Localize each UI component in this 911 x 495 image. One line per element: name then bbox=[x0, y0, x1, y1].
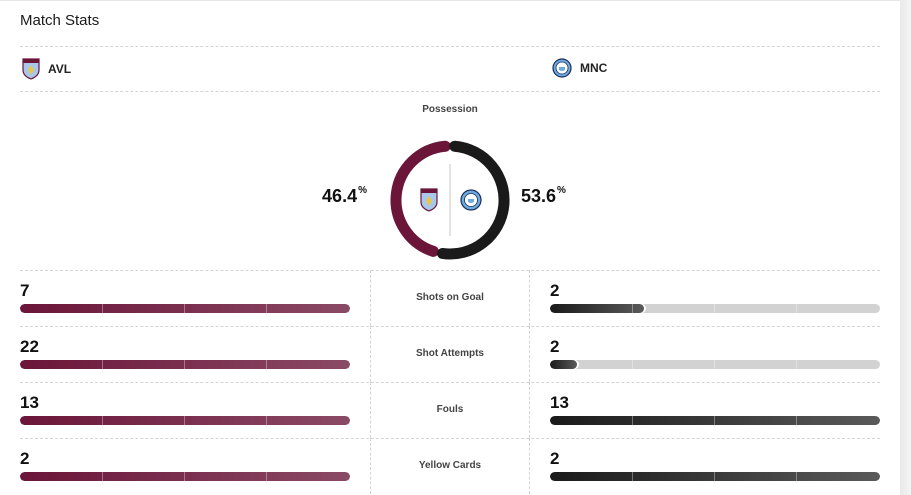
away-stat-value: 2 bbox=[550, 337, 560, 356]
home-possession-value: 46.4% bbox=[322, 185, 367, 206]
away-stat-bar bbox=[550, 472, 880, 481]
page-title: Match Stats bbox=[20, 12, 100, 29]
away-stat-bar bbox=[550, 304, 880, 313]
divider bbox=[20, 46, 880, 47]
stat-label-cell bbox=[370, 326, 530, 382]
away-possession-arc bbox=[437, 140, 510, 260]
bar-segment bbox=[266, 304, 267, 313]
away-stat-bar bbox=[550, 416, 880, 425]
bar-segment bbox=[796, 472, 797, 481]
home-stat-bar bbox=[20, 304, 350, 313]
row-divider bbox=[20, 326, 880, 327]
home-stat-bar-fill bbox=[20, 304, 350, 313]
home-possession-arc bbox=[390, 140, 451, 257]
bar-segment bbox=[102, 304, 103, 313]
bar-segment bbox=[266, 472, 267, 481]
avl-crest-icon bbox=[22, 58, 40, 80]
away-stat-value: 2 bbox=[550, 449, 560, 468]
page-edge bbox=[900, 0, 911, 495]
away-stat-bar-fill bbox=[550, 360, 578, 369]
bar-segment bbox=[102, 472, 103, 481]
possession-label: Possession bbox=[422, 104, 478, 115]
divider bbox=[20, 91, 880, 92]
home-stat-bar-fill bbox=[20, 416, 350, 425]
bar-segment bbox=[796, 304, 797, 313]
bar-segment bbox=[184, 360, 185, 369]
away-stat-value: 13 bbox=[550, 393, 569, 412]
bar-segment bbox=[632, 360, 633, 369]
stat-label: Fouls bbox=[436, 404, 464, 415]
bar-segment bbox=[714, 416, 715, 425]
home-stat-value: 2 bbox=[20, 449, 30, 468]
stat-label: Shots on Goal bbox=[416, 292, 484, 303]
mnc-crest-icon bbox=[460, 189, 482, 211]
home-stat-value: 7 bbox=[20, 281, 30, 300]
bar-segment bbox=[184, 416, 185, 425]
bar-segment bbox=[632, 472, 633, 481]
bar-segment bbox=[796, 416, 797, 425]
bar-segment bbox=[714, 304, 715, 313]
stat-label: Shot Attempts bbox=[416, 348, 484, 359]
home-stat-value: 13 bbox=[20, 393, 39, 412]
bar-segment bbox=[632, 304, 633, 313]
row-divider bbox=[20, 270, 880, 271]
away-stat-value: 2 bbox=[550, 281, 560, 300]
bar-segment bbox=[184, 304, 185, 313]
away-stat-bar-fill bbox=[550, 304, 645, 313]
home-stat-bar bbox=[20, 472, 350, 481]
away-stat-bar-fill bbox=[550, 416, 880, 425]
stat-label: Yellow Cards bbox=[418, 460, 482, 471]
away-stat-bar-fill bbox=[550, 472, 880, 481]
bar-segment bbox=[266, 360, 267, 369]
bar-segment bbox=[714, 360, 715, 369]
bar-segment bbox=[632, 416, 633, 425]
home-team: AVL bbox=[22, 58, 71, 80]
stat-label-cell bbox=[370, 438, 530, 494]
home-stat-bar-fill bbox=[20, 360, 350, 369]
away-team: MNC bbox=[552, 58, 607, 78]
bar-segment bbox=[266, 416, 267, 425]
bar-segment bbox=[796, 360, 797, 369]
home-stat-bar bbox=[20, 360, 350, 369]
avl-crest-icon bbox=[420, 188, 438, 212]
bar-segment bbox=[102, 360, 103, 369]
top-divider bbox=[0, 0, 900, 1]
home-stat-bar bbox=[20, 416, 350, 425]
stat-label-cell bbox=[370, 382, 530, 438]
bar-segment bbox=[184, 472, 185, 481]
row-divider bbox=[20, 382, 880, 383]
possession-donut bbox=[390, 140, 510, 260]
away-team-abbr: MNC bbox=[580, 61, 608, 75]
away-possession-value: 53.6% bbox=[521, 185, 566, 206]
bar-segment bbox=[102, 416, 103, 425]
home-stat-bar-fill bbox=[20, 472, 350, 481]
home-stat-value: 22 bbox=[20, 337, 39, 356]
mnc-crest-icon bbox=[552, 58, 572, 78]
bar-segment bbox=[714, 472, 715, 481]
stat-label-cell bbox=[370, 270, 530, 326]
home-team-abbr: AVL bbox=[48, 62, 72, 76]
away-stat-bar bbox=[550, 360, 880, 369]
row-divider bbox=[20, 438, 880, 439]
